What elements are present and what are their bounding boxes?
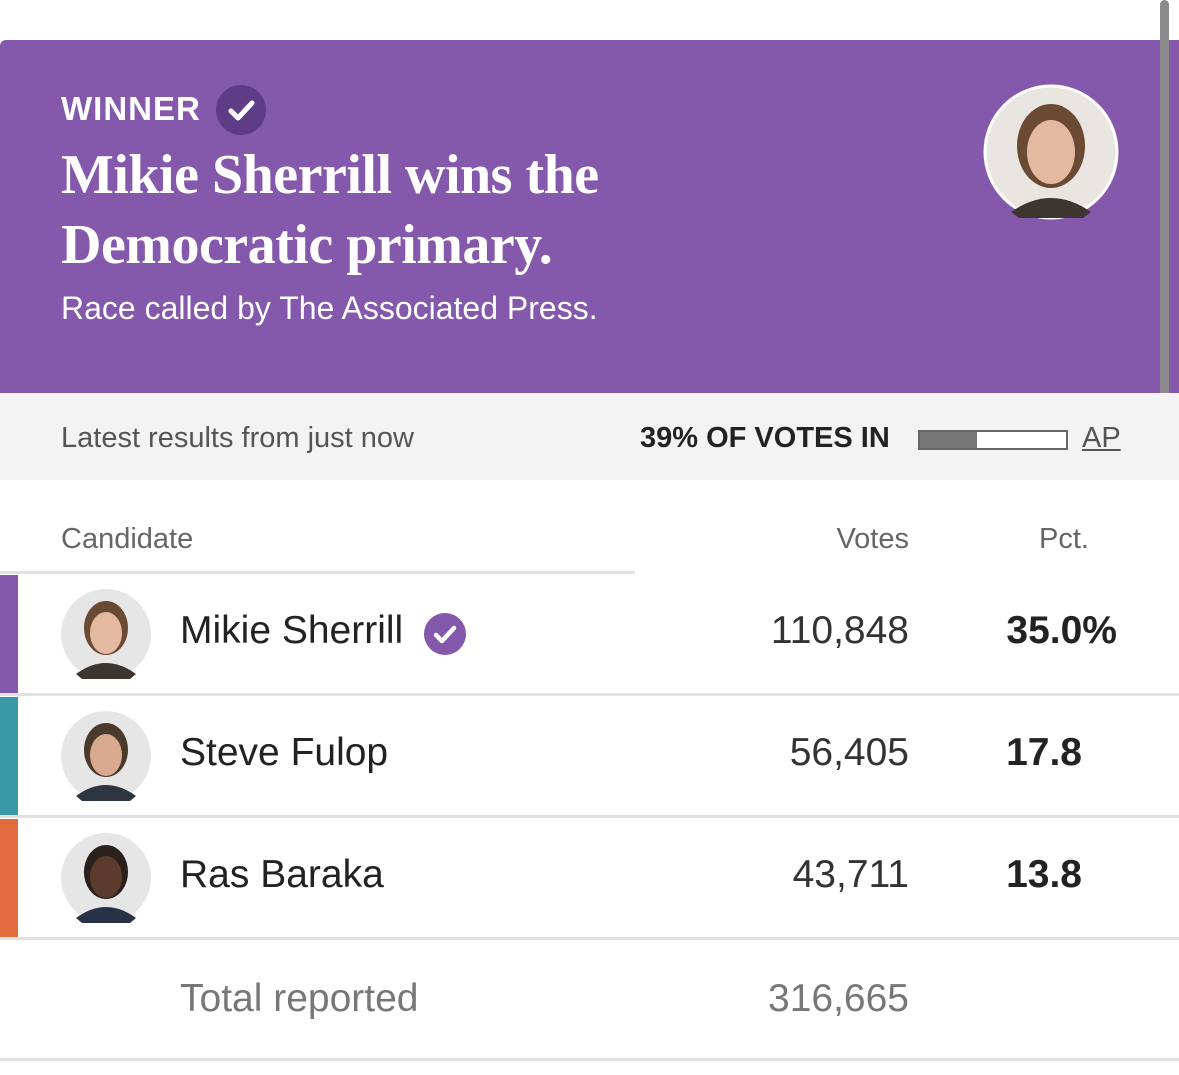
divider [0, 693, 1179, 696]
candidate-name: Steve Fulop [180, 731, 389, 774]
headline: Mikie Sherrill wins the Democratic prima… [61, 144, 599, 276]
scrollbar[interactable] [1160, 0, 1169, 408]
vote-count: 43,711 [792, 853, 909, 896]
winner-check [216, 85, 266, 135]
party-color [0, 819, 18, 937]
avatar [61, 589, 151, 679]
divider [0, 937, 1179, 940]
progress-fill [920, 432, 977, 448]
candidate-name: Ras Baraka [180, 853, 384, 896]
progress-bar [918, 430, 1068, 450]
column-header: Votes [836, 523, 909, 555]
check-icon [424, 613, 467, 655]
winner-photo [983, 84, 1119, 220]
candidate-photo [60, 710, 152, 802]
source-link[interactable]: AP [1082, 422, 1121, 454]
vote-pct: 35.0% [1006, 609, 1117, 652]
update-time: Latest results from just now [61, 422, 414, 454]
total-votes: 316,665 [768, 977, 909, 1020]
vote-pct: 17.8 [1006, 731, 1082, 774]
party-color [0, 697, 18, 815]
votes-in: 39% OF VOTES IN [640, 422, 890, 454]
vote-count: 56,405 [789, 731, 909, 774]
avatar [61, 711, 151, 801]
divider [0, 1058, 1179, 1061]
divider [0, 571, 635, 574]
subhead: Race called by The Associated Press. [61, 290, 598, 326]
column-header: Pct. [1039, 523, 1089, 555]
party-color [0, 575, 18, 693]
winner-label: WINNER [61, 90, 201, 127]
candidate-name: Mikie Sherrill [180, 609, 404, 652]
vote-pct: 13.8 [1006, 853, 1082, 896]
column-header: Candidate [61, 523, 194, 555]
candidate-photo [60, 588, 152, 680]
avatar [61, 833, 151, 923]
total-label: Total reported [180, 977, 419, 1020]
winner-banner [0, 40, 1179, 393]
vote-count: 110,848 [770, 609, 909, 652]
divider [0, 815, 1179, 818]
winner-check [423, 612, 467, 656]
candidate-photo [60, 832, 152, 924]
